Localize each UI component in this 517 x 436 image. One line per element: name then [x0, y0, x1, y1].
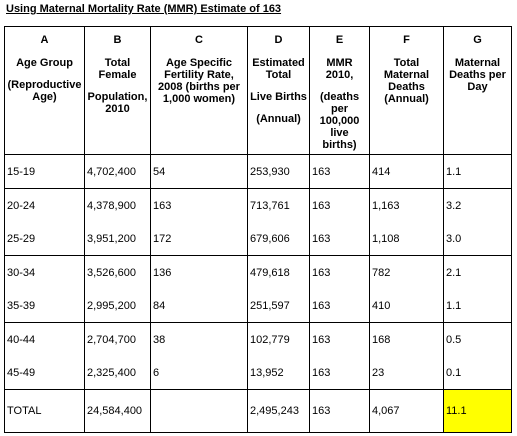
cell: 1,163 — [369, 188, 444, 222]
cell: 163 — [309, 188, 370, 222]
column-letter: B — [113, 34, 122, 46]
cell: 2.1 — [443, 255, 512, 289]
cell: 0.5 — [443, 322, 512, 356]
cell: 253,930 — [247, 154, 310, 189]
cell: 251,597 — [247, 289, 310, 323]
cell: 163 — [309, 222, 370, 256]
title: Using Maternal Mortality Rate (MMR) Esti… — [6, 3, 282, 15]
cell: 35-39 — [4, 289, 85, 323]
cell: 25-29 — [4, 222, 85, 256]
data-row: 25-29 3,951,200 172 679,606 163 1,108 3.0 — [4, 222, 512, 256]
cell: 45-49 — [4, 356, 85, 390]
cell: 479,618 — [247, 255, 310, 289]
cell: 15-19 — [4, 154, 85, 189]
cell: 6 — [150, 356, 248, 390]
cell: 2,325,400 — [84, 356, 151, 390]
header-text: Age Specific Fertility Rate, 2008 (birth… — [158, 57, 240, 105]
cell: 1,108 — [369, 222, 444, 256]
header-text: Age Group — [16, 57, 73, 69]
header-cell: F Total Maternal Deaths (Annual) — [369, 26, 444, 155]
cell: 2,495,243 — [247, 389, 310, 433]
cell: TOTAL — [4, 389, 85, 433]
header-cell: E MMR 2010, (deaths per 100,000 live birth… — [309, 26, 370, 155]
header-text: Total Female — [98, 57, 137, 81]
cell: 679,606 — [247, 222, 310, 256]
cell: 163 — [309, 154, 370, 189]
cell: 163 — [309, 389, 370, 433]
cell: 3,526,600 — [84, 255, 151, 289]
header-cell: A Age Group (Reproductive Age) — [4, 26, 85, 155]
cell: 23 — [369, 356, 444, 390]
cell: 11.1 — [443, 389, 512, 433]
header-text: (Annual) — [256, 113, 301, 125]
header-cell: D Estimated Total Live Births (Annual) — [247, 26, 310, 155]
column-letter: D — [274, 34, 283, 46]
mmr-table: A Age Group (Reproductive Age) B Total Femal… — [4, 26, 512, 433]
column-letter: A — [40, 34, 49, 46]
cell: 163 — [309, 322, 370, 356]
column-letter: E — [335, 34, 344, 46]
cell: 782 — [369, 255, 444, 289]
column-letter: F — [403, 34, 410, 46]
header-text: (deaths per 100,000 live births) — [319, 91, 360, 151]
cell: 1.1 — [443, 154, 512, 189]
data-row: 15-19 4,702,400 54 253,930 163 414 1.1 — [4, 154, 512, 189]
cell: 2,995,200 — [84, 289, 151, 323]
cell: 40-44 — [4, 322, 85, 356]
column-letter: G — [473, 34, 482, 46]
cell: 54 — [150, 154, 248, 189]
cell — [150, 389, 248, 433]
cell: 172 — [150, 222, 248, 256]
cell: 3.0 — [443, 222, 512, 256]
cell: 2,704,700 — [84, 322, 151, 356]
header-cell: G Maternal Deaths per Day — [443, 26, 512, 155]
cell: 168 — [369, 322, 444, 356]
total-row: TOTAL 24,584,400 2,495,243 163 4,067 11.1 — [4, 389, 512, 433]
cell: 713,761 — [247, 188, 310, 222]
cell: 414 — [369, 154, 444, 189]
cell: 163 — [309, 289, 370, 323]
cell: 4,378,900 — [84, 188, 151, 222]
cell: 163 — [150, 188, 248, 222]
cell: 24,584,400 — [84, 389, 151, 433]
data-row: 20-24 4,378,900 163 713,761 163 1,163 3.2 — [4, 188, 512, 222]
cell: 410 — [369, 289, 444, 323]
header-text: (Reproductive Age) — [7, 79, 82, 103]
cell: 13,952 — [247, 356, 310, 390]
cell: 20-24 — [4, 188, 85, 222]
cell: 30-34 — [4, 255, 85, 289]
cell: 102,779 — [247, 322, 310, 356]
cell: 4,067 — [369, 389, 444, 433]
cell: 0.1 — [443, 356, 512, 390]
data-row: 40-44 2,704,700 38 102,779 163 168 0.5 — [4, 322, 512, 356]
header-text: MMR 2010, — [325, 57, 354, 81]
cell: 163 — [309, 356, 370, 390]
cell: 136 — [150, 255, 248, 289]
cell: 4,702,400 — [84, 154, 151, 189]
column-letter: C — [195, 34, 203, 46]
cell: 163 — [309, 255, 370, 289]
cell: 1.1 — [443, 289, 512, 323]
header-text: Population, 2010 — [87, 91, 148, 115]
cell: 38 — [150, 322, 248, 356]
data-row: 45-49 2,325,400 6 13,952 163 23 0.1 — [4, 356, 512, 390]
header-text: Live Births — [250, 91, 307, 103]
header-text: Total Maternal Deaths (Annual) — [383, 57, 430, 105]
header-text: Estimated Total — [252, 57, 305, 81]
header-row: A Age Group (Reproductive Age) B Total Femal… — [4, 26, 512, 155]
data-row: 35-39 2,995,200 84 251,597 163 410 1.1 — [4, 289, 512, 323]
header-text: Maternal Deaths per Day — [449, 57, 506, 93]
data-row: 30-34 3,526,600 136 479,618 163 782 2.1 — [4, 255, 512, 289]
cell: 3.2 — [443, 188, 512, 222]
cell: 3,951,200 — [84, 222, 151, 256]
header-cell: B Total Female Population, 2010 — [84, 26, 151, 155]
header-cell: C Age Specific Fertility Rate, 2008 (birt… — [150, 26, 248, 155]
cell: 84 — [150, 289, 248, 323]
